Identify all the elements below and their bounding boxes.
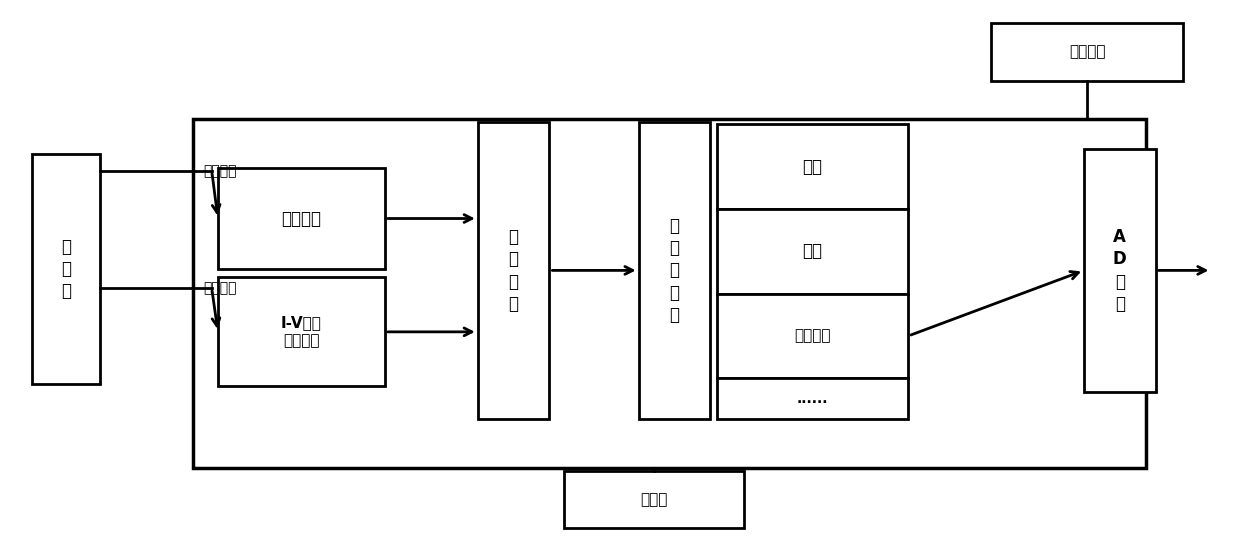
Text: 二
级
放
大: 二 级 放 大: [508, 228, 518, 313]
Text: I-V转换
前置放大: I-V转换 前置放大: [281, 315, 322, 349]
Text: 传
感
器: 传 感 器: [61, 238, 72, 300]
Bar: [477, 121, 549, 419]
Text: 信
号
预
处
理: 信 号 预 处 理: [670, 217, 680, 324]
Bar: [564, 471, 744, 529]
Bar: [639, 121, 711, 419]
Text: 电流信号: 电流信号: [203, 281, 237, 295]
Text: 幅度调节: 幅度调节: [794, 328, 831, 344]
Text: 放置放大: 放置放大: [281, 210, 321, 227]
Bar: [717, 378, 908, 419]
Bar: [717, 294, 908, 378]
Bar: [218, 168, 384, 269]
Text: 整流: 整流: [802, 242, 822, 260]
Bar: [193, 119, 1146, 468]
Bar: [717, 124, 908, 209]
Bar: [1084, 149, 1156, 392]
Text: ......: ......: [796, 392, 828, 406]
Text: A
D
转
换: A D 转 换: [1114, 228, 1127, 313]
Text: 模拟电源: 模拟电源: [1069, 44, 1105, 59]
Bar: [32, 154, 100, 384]
Text: 滤波: 滤波: [802, 158, 822, 176]
Bar: [991, 23, 1183, 81]
Text: 电压信号: 电压信号: [203, 164, 237, 178]
Text: 模拟地: 模拟地: [640, 492, 667, 507]
Bar: [218, 277, 384, 386]
Bar: [717, 209, 908, 294]
